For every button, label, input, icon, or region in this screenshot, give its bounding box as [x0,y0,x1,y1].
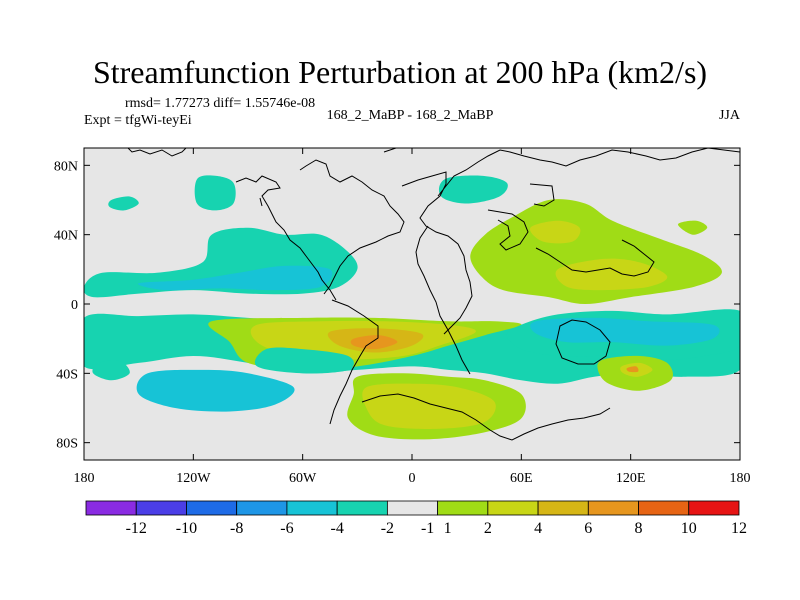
axis-tick-labels: 180 120W 60W 0 60E 120E 180 80N 40N 0 40S 80S [54,159,751,486]
colorbar-label: -12 [126,520,147,537]
coastline-south-america [329,299,379,425]
contour-region [194,175,236,211]
colorbar-label: -4 [330,520,343,537]
colorbar-swatch [186,500,238,516]
colorbar-swatch [386,500,439,516]
y-tick-label: 80N [54,159,78,174]
contour-region [626,366,639,373]
colorbar [85,500,740,516]
colorbar-swatch [336,500,388,516]
season-label: JJA [718,108,740,123]
experiment-label: Expt = tfgWi-teyEi [84,113,192,128]
contour-region [362,383,496,430]
coastline-antarctica [361,393,611,441]
coastline-north-america [127,148,405,301]
x-tick-label: 0 [409,471,416,486]
contour-region [254,347,354,374]
colorbar-swatch [487,500,539,516]
contour-region [92,360,130,381]
y-tick-label: 80S [56,437,78,452]
colorbar-label: -10 [176,520,197,537]
colorbar-swatch [688,500,740,516]
colorbar-label: 1 [444,520,452,537]
colorbar-swatch [286,500,338,516]
x-tick-label: 60E [510,471,533,486]
colorbar-label: 4 [534,520,542,537]
x-tick-label: 120W [176,471,211,486]
x-tick-label: 180 [730,471,751,486]
colorbar-label: -8 [230,520,243,537]
contour-region [136,369,295,412]
colorbar-label: -2 [381,520,394,537]
contour-region [108,196,139,211]
chart-title: Streamfunction Perturbation at 200 hPa (… [92,54,708,90]
contour-layer [84,175,740,440]
coastline-europe-asia [383,148,740,335]
colorbar-label: 10 [681,520,697,537]
colorbar-label: -1 [421,520,434,537]
colorbar-label: 2 [484,520,492,537]
y-tick-label: 0 [71,298,78,313]
x-tick-label: 120E [616,471,646,486]
contour-region [438,175,508,204]
colorbar-labels: -12 -10 -8 -6 -4 -2 -1 1 2 4 6 8 10 12 [126,520,747,537]
colorbar-swatch [236,500,288,516]
contour-region [530,317,720,346]
colorbar-swatch [537,500,589,516]
colorbar-label: 8 [635,520,643,537]
coastline-layer [127,148,740,441]
x-tick-label: 60W [289,471,317,486]
colorbar-swatch [587,500,639,516]
colorbar-swatch [638,500,690,516]
axis-ticks [83,148,741,460]
colorbar-label: -6 [280,520,293,537]
center-label: 168_2_MaBP - 168_2_MaBP [326,108,494,123]
colorbar-swatch [437,500,489,516]
contour-region [677,220,708,235]
x-tick-label: 180 [74,471,95,486]
coastline-australia [555,319,611,365]
y-tick-label: 40S [56,367,78,382]
stats-label: rmsd= 1.77273 diff= 1.55746e-08 [125,96,316,111]
contour-region [555,258,668,291]
colorbar-swatch [85,500,137,516]
contour-region [529,220,581,244]
y-tick-label: 40N [54,229,78,244]
colorbar-swatch [135,500,187,516]
contour-region [350,335,398,350]
colorbar-label: 12 [731,520,747,537]
colorbar-label: 6 [584,520,592,537]
contour-region [137,265,333,291]
coastline-africa [415,225,471,375]
